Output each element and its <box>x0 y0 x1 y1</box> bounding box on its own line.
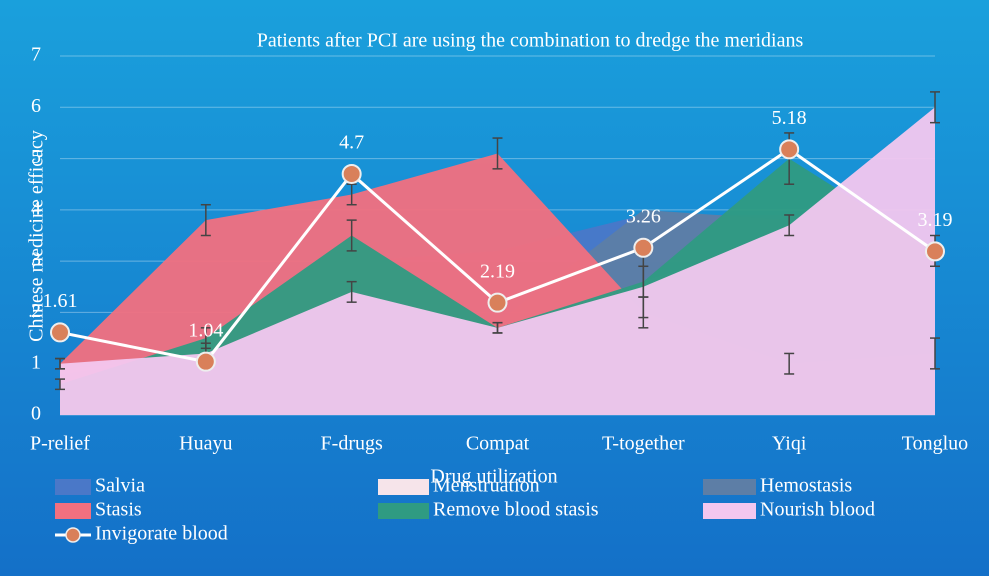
data-label: 2.19 <box>480 260 515 282</box>
y-tick-label: 1 <box>31 351 41 373</box>
error-bar <box>346 219 357 252</box>
data-label: 3.26 <box>626 205 661 227</box>
legend-label: Invigorate blood <box>95 523 228 545</box>
error-bar <box>930 91 940 124</box>
data-label: 1.61 <box>43 290 78 312</box>
error-bar <box>930 337 940 370</box>
marker <box>195 351 216 372</box>
legend-marker <box>65 527 81 543</box>
legend-swatch <box>703 503 756 519</box>
x-tick-label: T-together <box>602 433 685 455</box>
x-tick-label: Tongluo <box>902 433 968 455</box>
error-bar <box>492 137 503 170</box>
error-bar <box>784 214 795 237</box>
marker <box>50 322 70 343</box>
y-tick-label: 0 <box>31 403 41 425</box>
y-tick-label: 5 <box>31 146 41 168</box>
x-tick-label: F-drugs <box>321 433 383 455</box>
data-label: 4.7 <box>339 132 364 154</box>
error-bar <box>55 378 65 391</box>
error-bar <box>492 321 503 334</box>
y-tick-label: 4 <box>31 197 41 219</box>
legend-swatch <box>378 479 429 495</box>
data-label: 1.04 <box>188 319 223 341</box>
data-label: 3.19 <box>918 209 953 231</box>
error-bar <box>346 280 357 303</box>
legend-label: Stasis <box>95 499 142 521</box>
data-label: 5.18 <box>772 107 807 129</box>
legend-label: Nourish blood <box>760 499 875 521</box>
legend-label: Menstruation <box>433 475 540 497</box>
marker <box>341 163 362 184</box>
y-tick-label: 6 <box>31 95 41 117</box>
legend-label: Remove blood stasis <box>433 499 599 521</box>
y-tick-label: 3 <box>31 249 41 271</box>
error-bar <box>200 203 211 237</box>
x-axis-title: Drug utilization <box>430 466 557 488</box>
area <box>60 107 935 416</box>
error-bar <box>346 183 357 206</box>
legend-swatch <box>55 479 91 495</box>
legend-swatch <box>703 479 756 495</box>
chart-title: Patients after PCI are using the combina… <box>257 30 804 52</box>
error-bar <box>55 357 65 370</box>
x-tick-label: Huayu <box>179 433 232 455</box>
marker <box>779 139 800 160</box>
x-tick-label: Yiqi <box>772 433 807 455</box>
legend-label: Salvia <box>95 475 145 497</box>
legend-swatch <box>378 503 429 519</box>
x-tick-label: Compat <box>466 433 530 455</box>
y-axis-title: Chinese medicine efficacy <box>26 130 48 342</box>
marker <box>925 241 945 262</box>
marker <box>633 237 654 258</box>
legend-label: Hemostasis <box>760 475 852 497</box>
marker <box>487 292 508 313</box>
error-bar <box>784 352 795 375</box>
y-tick-label: 2 <box>31 300 41 322</box>
x-tick-label: P-relief <box>30 433 90 455</box>
legend-swatch <box>55 503 91 519</box>
y-tick-label: 7 <box>31 44 41 66</box>
